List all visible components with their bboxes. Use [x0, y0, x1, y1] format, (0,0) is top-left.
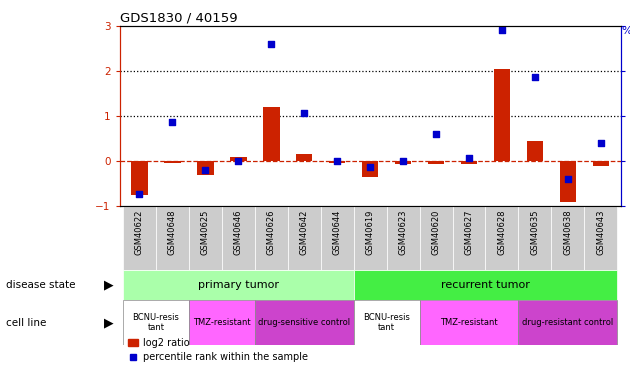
Text: drug-sensitive control: drug-sensitive control — [258, 318, 350, 327]
Bar — [527, 141, 543, 161]
Bar — [395, 161, 411, 164]
Text: ▶: ▶ — [104, 316, 113, 329]
Text: GDS1830 / 40159: GDS1830 / 40159 — [120, 11, 238, 24]
Point — [464, 154, 474, 160]
Bar — [353, 300, 420, 345]
Point — [596, 140, 606, 146]
Bar — [593, 161, 609, 166]
Bar — [584, 206, 617, 270]
Bar — [263, 107, 280, 161]
Bar — [452, 206, 486, 270]
Bar — [164, 161, 181, 164]
Bar — [123, 270, 353, 300]
Bar — [518, 206, 551, 270]
Text: GSM40638: GSM40638 — [563, 209, 572, 255]
Bar — [362, 161, 379, 177]
Text: GSM40625: GSM40625 — [201, 209, 210, 255]
Point — [200, 167, 210, 173]
Bar — [156, 206, 189, 270]
Bar — [123, 206, 156, 270]
Bar — [321, 206, 353, 270]
Point — [365, 164, 375, 170]
Bar — [420, 300, 518, 345]
Bar — [428, 161, 444, 164]
Bar — [230, 157, 246, 161]
Text: GSM40643: GSM40643 — [596, 209, 605, 255]
Text: GSM40646: GSM40646 — [234, 209, 243, 255]
Text: recurrent tumor: recurrent tumor — [441, 280, 530, 290]
Text: TMZ-resistant: TMZ-resistant — [440, 318, 498, 327]
Text: disease state: disease state — [6, 280, 76, 290]
Bar — [222, 206, 255, 270]
Point — [299, 110, 309, 116]
Text: BCNU-resis
tant: BCNU-resis tant — [363, 313, 410, 332]
Text: primary tumor: primary tumor — [198, 280, 279, 290]
Point — [332, 158, 342, 164]
Point — [398, 158, 408, 164]
Point — [233, 158, 243, 164]
Bar — [420, 206, 452, 270]
Bar — [189, 206, 222, 270]
Text: GSM40635: GSM40635 — [530, 209, 539, 255]
Text: drug-resistant control: drug-resistant control — [522, 318, 614, 327]
Bar — [255, 206, 288, 270]
Bar — [486, 206, 518, 270]
Bar — [518, 300, 617, 345]
Legend: log2 ratio, percentile rank within the sample: log2 ratio, percentile rank within the s… — [125, 334, 312, 366]
Bar — [296, 154, 312, 161]
Text: GSM40648: GSM40648 — [168, 209, 177, 255]
Point — [266, 41, 277, 47]
Text: GSM40642: GSM40642 — [300, 209, 309, 255]
Text: GSM40644: GSM40644 — [333, 209, 341, 255]
Text: GSM40620: GSM40620 — [432, 209, 440, 255]
Point — [134, 190, 144, 196]
Bar — [551, 206, 584, 270]
Text: GSM40628: GSM40628 — [498, 209, 507, 255]
Bar — [131, 161, 147, 195]
Text: ▶: ▶ — [104, 279, 113, 291]
Point — [563, 176, 573, 182]
Bar — [353, 206, 387, 270]
Text: GSM40626: GSM40626 — [266, 209, 276, 255]
Bar — [197, 161, 214, 175]
Bar — [329, 161, 345, 164]
Point — [431, 131, 441, 137]
Text: BCNU-resis
tant: BCNU-resis tant — [132, 313, 180, 332]
Bar — [387, 206, 420, 270]
Bar — [288, 206, 321, 270]
Text: cell line: cell line — [6, 318, 47, 327]
Text: GSM40619: GSM40619 — [365, 209, 375, 255]
Bar — [494, 69, 510, 161]
Text: TMZ-resistant: TMZ-resistant — [193, 318, 251, 327]
Text: GSM40627: GSM40627 — [464, 209, 474, 255]
Point — [497, 27, 507, 33]
Point — [168, 118, 178, 124]
Bar — [353, 270, 617, 300]
Text: %: % — [622, 26, 630, 36]
Bar — [189, 300, 255, 345]
Bar — [559, 161, 576, 202]
Bar — [255, 300, 353, 345]
Point — [530, 74, 540, 80]
Text: GSM40622: GSM40622 — [135, 209, 144, 255]
Bar — [461, 161, 477, 164]
Text: GSM40623: GSM40623 — [399, 209, 408, 255]
Bar — [123, 300, 189, 345]
